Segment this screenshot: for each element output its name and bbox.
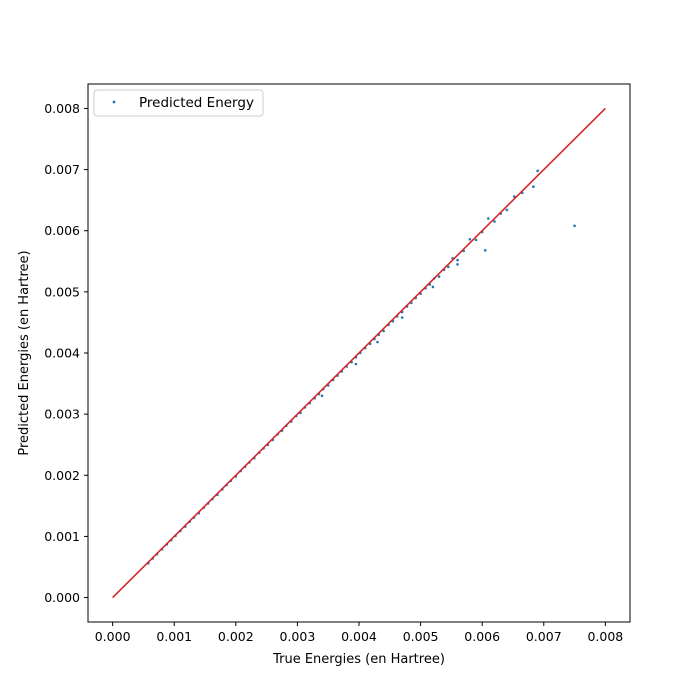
x-tick-label: 0.003	[280, 629, 316, 644]
data-point	[437, 275, 441, 278]
x-tick-label: 0.002	[218, 629, 254, 644]
legend: Predicted Energy	[93, 89, 264, 117]
y-axis-label: Predicted Energies (en Hartree)	[17, 250, 32, 455]
x-axis: 0.000 0.001 0.002 0.003 0.004 0.005 0.006 0.007…	[95, 622, 623, 644]
x-tick-label: 0.004	[341, 629, 377, 644]
data-point	[493, 220, 496, 223]
y-tick-label: 0.005	[44, 284, 80, 299]
reference-line-layer	[112, 107, 606, 599]
legend-marker	[112, 100, 116, 104]
data-point	[532, 185, 535, 189]
legend-box	[93, 89, 264, 117]
data-point	[512, 195, 516, 198]
data-point	[483, 248, 487, 252]
y-tick-label: 0.007	[44, 162, 80, 177]
data-point	[354, 362, 358, 366]
data-point	[474, 238, 478, 242]
y-tick-label: 0.002	[44, 468, 80, 483]
y-axis: 0.000 0.001 0.002 0.003 0.004 0.005 0.006 0.007…	[44, 101, 88, 605]
x-tick-label: 0.006	[464, 629, 500, 644]
y-tick-label: 0.003	[44, 407, 80, 422]
data-point	[400, 316, 404, 319]
data-point	[456, 263, 459, 266]
data-point	[573, 224, 576, 228]
x-tick-label: 0.008	[587, 629, 623, 644]
x-axis-label: True Energies (en Hartree)	[272, 652, 445, 667]
x-tick-label: 0.001	[156, 629, 192, 644]
x-tick-label: 0.005	[403, 629, 439, 644]
y-tick-label: 0.001	[44, 529, 80, 544]
data-point	[468, 237, 472, 241]
y-tick-label: 0.000	[44, 590, 80, 605]
data-point	[505, 208, 509, 212]
legend-label: Predicted Energy	[139, 95, 254, 111]
x-tick-label: 0.007	[526, 629, 562, 644]
x-tick-label: 0.000	[95, 629, 131, 644]
data-point	[431, 285, 435, 289]
data-point	[456, 258, 459, 262]
y-tick-label: 0.008	[44, 101, 80, 116]
identity-line	[112, 107, 606, 599]
data-point	[536, 169, 539, 173]
data-point	[382, 329, 385, 333]
y-tick-label: 0.004	[44, 346, 80, 361]
data-point	[487, 217, 490, 220]
y-tick-label: 0.006	[44, 223, 80, 238]
data-point	[376, 340, 379, 344]
data-point	[320, 394, 324, 398]
data-point	[447, 265, 450, 269]
